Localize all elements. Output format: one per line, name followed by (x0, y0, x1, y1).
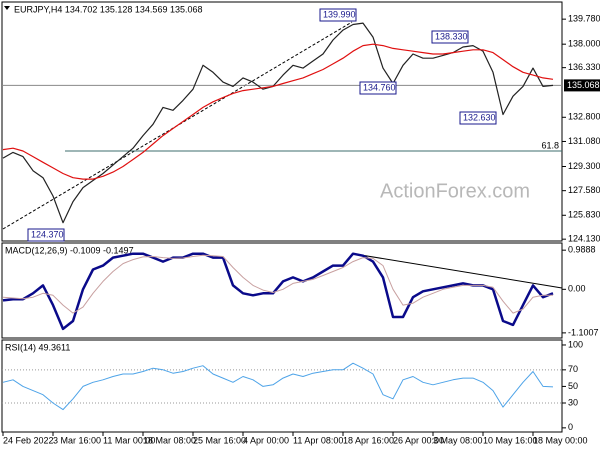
y-tick-label: 139.780 (568, 14, 600, 24)
fib-label: 61.8 (541, 140, 559, 150)
panel-title: MACD(12,26,9) -0.1009 -0.1497 (5, 245, 134, 255)
x-tick-label: 11 Mar 00:00 (103, 435, 155, 445)
annotation-box (431, 30, 469, 44)
annotation-box (319, 8, 357, 22)
x-tick-label: 24 Feb 2022 (3, 435, 54, 445)
last-price-label: 135.068 (567, 80, 600, 90)
x-tick-label: 18 Mar 08:00 (143, 435, 196, 445)
y-tick-label: 127.580 (568, 185, 600, 195)
y-tick-label: -1.1007 (568, 327, 599, 337)
annotation-label: 132.630 (463, 112, 496, 122)
x-tick-label: 26 Apr 00:00 (393, 435, 444, 445)
annotation-label: 124.370 (31, 229, 64, 239)
y-tick-label: 30 (568, 397, 578, 407)
series-line (2, 22, 554, 224)
annotation-label: 139.990 (323, 9, 356, 19)
series-line (2, 362, 554, 411)
x-tick-label: 11 Apr 08:00 (293, 435, 343, 445)
macd-trend-line (354, 253, 563, 289)
y-tick-label: 0.9888 (568, 245, 596, 255)
annotation-box (359, 81, 397, 95)
panel-frame (1, 242, 563, 339)
y-tick-label: 132.800 (568, 112, 600, 122)
y-tick-label: 129.300 (568, 161, 600, 171)
x-tick-label: 18 May 00:00 (533, 435, 588, 445)
series-line (2, 252, 554, 331)
panel-frame (1, 1, 563, 242)
y-tick-label: 100 (568, 339, 583, 349)
x-tick-label: 4 Apr 00:00 (243, 435, 289, 445)
y-tick-label: 0 (568, 422, 573, 432)
panel-title: EURJPY,H4 134.702 135.128 134.569 135.06… (14, 4, 203, 14)
last-price-box (564, 79, 600, 92)
annotation-label: 138.330 (435, 31, 468, 41)
menu-triangle (4, 6, 10, 10)
y-tick-label: 0.00 (568, 284, 586, 294)
y-tick-label: 124.130 (568, 234, 600, 244)
series-line (2, 254, 554, 314)
x-tick-label: 3 Mar 16:00 (53, 435, 101, 445)
x-tick-label: 18 Apr 16:00 (343, 435, 394, 445)
annotation-box (459, 111, 497, 125)
y-tick-label: 131.080 (568, 136, 600, 146)
x-tick-label: 3 May 08:00 (433, 435, 483, 445)
x-tick-label: 10 May 16:00 (483, 435, 538, 445)
annotation-box (27, 228, 65, 242)
y-tick-label: 70 (568, 364, 578, 374)
x-tick-label: 25 Mar 16:00 (193, 435, 246, 445)
y-tick-label: 138.000 (568, 39, 600, 49)
y-tick-label: 136.330 (568, 62, 600, 72)
annotation-label: 134.760 (363, 82, 396, 92)
panel-title: RSI(14) 49.3611 (5, 342, 70, 352)
y-tick-label: 125.830 (568, 210, 600, 220)
series-line (2, 43, 554, 180)
watermark: ActionForex.com (380, 180, 530, 202)
y-tick-label: 50 (568, 381, 578, 391)
